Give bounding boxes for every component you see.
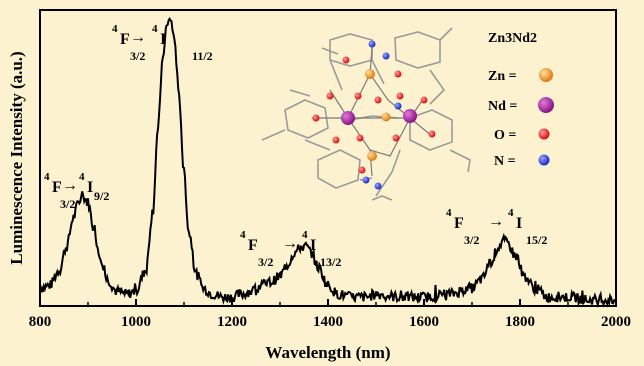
svg-text:4: 4 — [508, 207, 514, 219]
x-tick-label: 2000 — [601, 314, 631, 330]
svg-text:13/2: 13/2 — [320, 255, 341, 269]
svg-text:4: 4 — [44, 171, 50, 183]
orange-sphere-icon — [539, 68, 553, 82]
svg-text:I: I — [160, 31, 166, 48]
svg-text:15/2: 15/2 — [526, 233, 547, 247]
blue-sphere-icon — [538, 154, 550, 166]
legend-zn: Zn = — [488, 68, 553, 84]
svg-text:I: I — [516, 215, 522, 232]
svg-text:O =: O = — [494, 128, 516, 143]
svg-text:F: F — [52, 179, 62, 196]
svg-text:F: F — [120, 31, 130, 48]
annotation-15-2: 4 F 3/2 → 4 I 15/2 — [446, 207, 547, 247]
annotation-13-2: 4 F 3/2 → 4 I 13/2 — [240, 229, 341, 269]
svg-text:F: F — [248, 237, 258, 254]
luminescence-series-line — [39, 16, 617, 308]
legend-n: N = — [494, 154, 550, 169]
red-sphere-icon — [538, 128, 550, 140]
molecular-structure-image — [261, 27, 471, 201]
svg-text:4: 4 — [112, 23, 118, 35]
svg-text:4: 4 — [79, 171, 85, 183]
y-axis-title: Luminescence Intensity (a.u.) — [7, 51, 26, 264]
legend-o: O = — [494, 128, 550, 143]
purple-sphere-icon — [538, 97, 554, 113]
svg-text:I: I — [87, 179, 93, 196]
svg-text:→: → — [282, 235, 298, 252]
annotation-11-2: 4 F 3/2 → 4 I 11/2 — [112, 23, 213, 63]
svg-text:Nd =: Nd = — [488, 99, 517, 114]
svg-text:I: I — [310, 237, 316, 254]
molecular-structure-atoms — [312, 40, 436, 190]
legend-nd: Nd = — [488, 97, 554, 114]
svg-text:Zn =: Zn = — [488, 69, 517, 84]
svg-text:→: → — [488, 213, 504, 230]
svg-text:3/2: 3/2 — [258, 255, 273, 269]
svg-text:→: → — [130, 29, 146, 46]
svg-text:11/2: 11/2 — [192, 49, 213, 63]
x-axis-title: Wavelength (nm) — [265, 343, 390, 362]
svg-text:N =: N = — [494, 154, 516, 169]
x-tick-label: 800 — [29, 314, 52, 330]
inset-formula: Zn3Nd2 — [488, 31, 537, 46]
svg-text:3/2: 3/2 — [60, 197, 75, 211]
x-tick-label: 1800 — [505, 314, 535, 330]
x-tick-label: 1000 — [121, 314, 151, 330]
svg-text:9/2: 9/2 — [94, 189, 109, 203]
svg-text:4: 4 — [302, 229, 308, 241]
x-axis-ticks: 800 1000 1200 1400 1600 1800 2000 — [29, 299, 631, 330]
svg-text:4: 4 — [446, 207, 452, 219]
svg-text:F: F — [454, 215, 464, 232]
x-tick-label: 1600 — [409, 314, 439, 330]
svg-text:4: 4 — [152, 23, 158, 35]
svg-text:3/2: 3/2 — [464, 233, 479, 247]
annotation-9-2: 4 F 3/2 → 4 I 9/2 — [44, 171, 109, 211]
svg-text:3/2: 3/2 — [130, 49, 145, 63]
x-tick-label: 1200 — [217, 314, 247, 330]
svg-text:4: 4 — [240, 229, 246, 241]
x-tick-label: 1400 — [313, 314, 343, 330]
svg-text:→: → — [62, 177, 78, 194]
